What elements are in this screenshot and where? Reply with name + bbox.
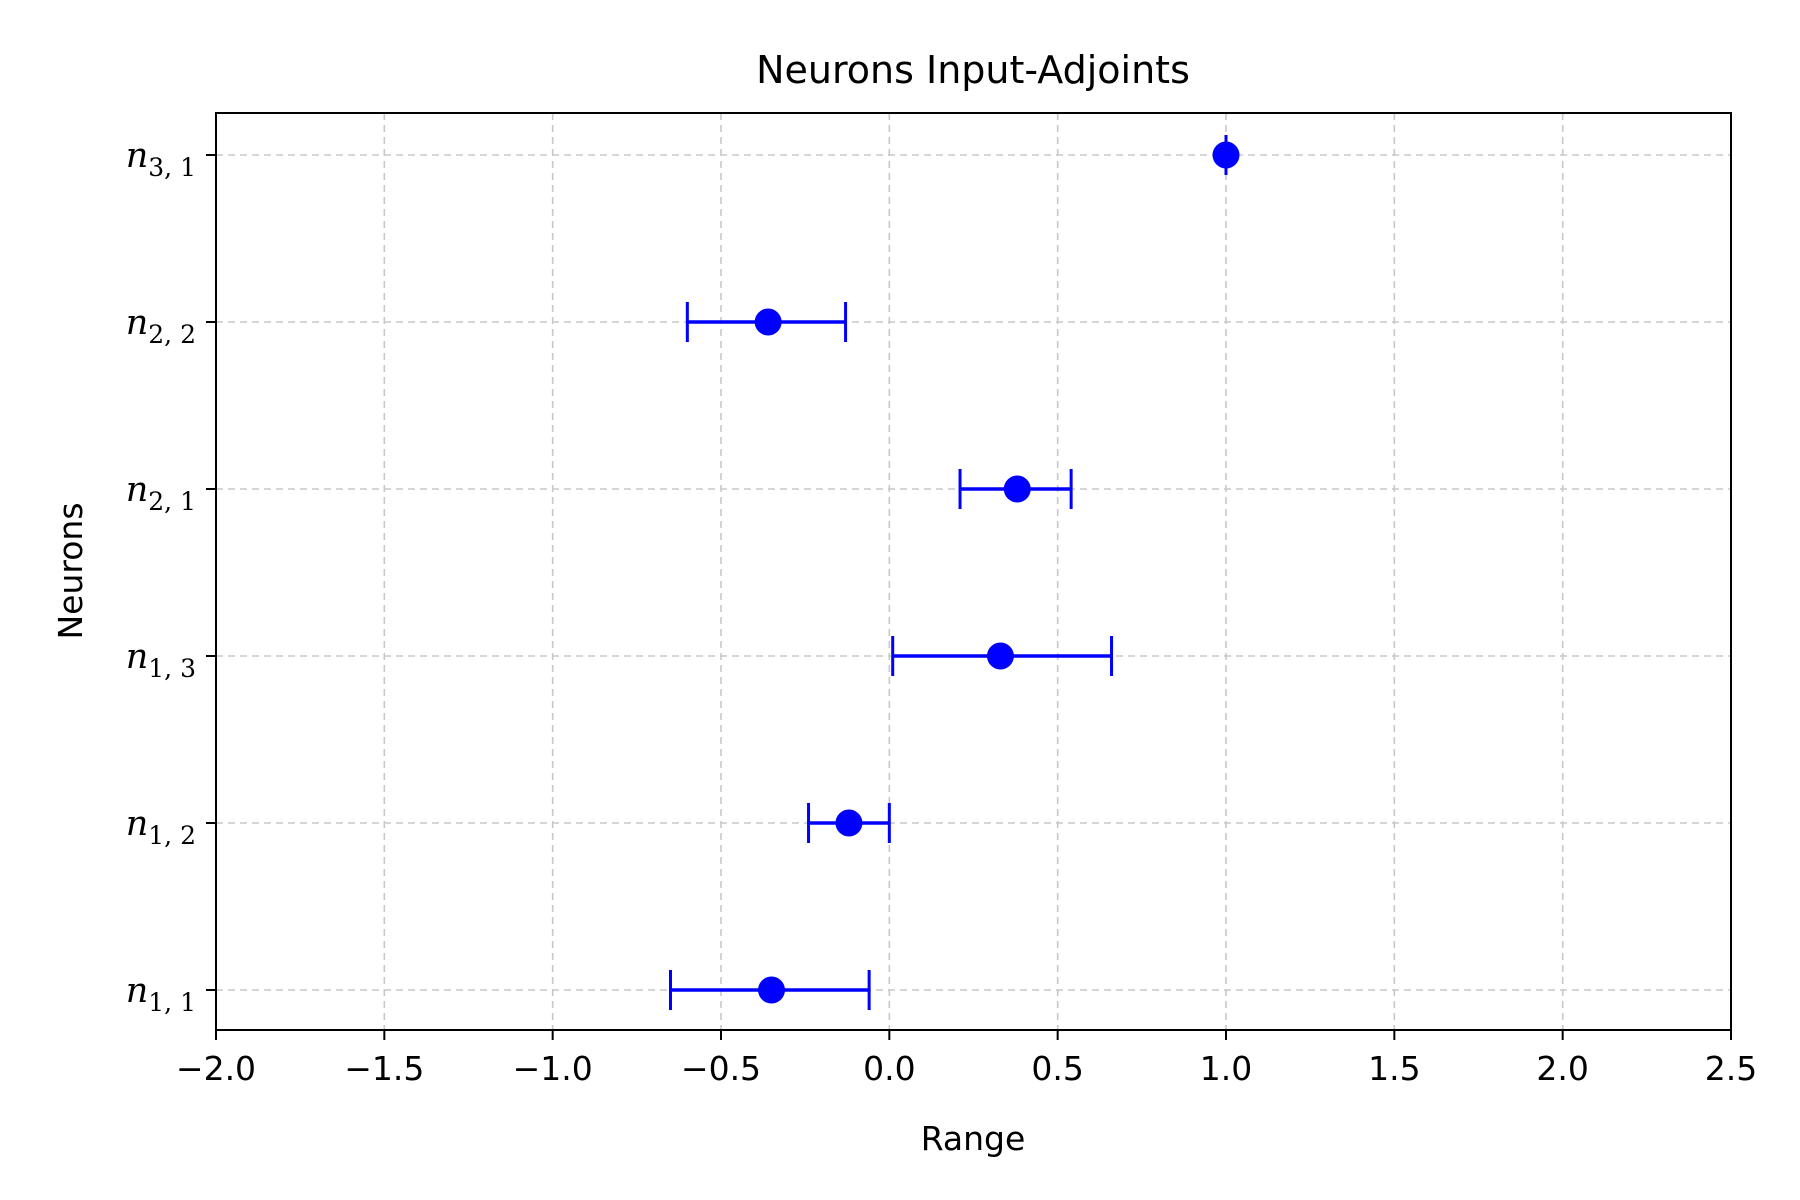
- x-tick-label: 0.0: [863, 1049, 915, 1088]
- x-tick-label: −1.0: [513, 1049, 593, 1088]
- data-point: [986, 642, 1014, 670]
- neuron-symbol: n: [126, 971, 149, 1011]
- y-tick-label: n1, 3: [126, 637, 196, 683]
- neuron-symbol: n: [126, 303, 149, 343]
- y-tick-label: n1, 2: [126, 804, 196, 850]
- y-tick-label: n2, 2: [126, 303, 196, 349]
- neuron-subscript: 3, 1: [148, 153, 196, 182]
- y-axis-label: Neurons: [51, 502, 90, 639]
- x-tick-label: −0.5: [681, 1049, 761, 1088]
- x-axis: −2.0 −1.5 −1.0 −0.5 0.0 0.5 1.0 1.5 2.0 2.5: [176, 1030, 1757, 1088]
- x-tick-label: 2.5: [1705, 1049, 1757, 1088]
- y-tick-label: n3, 1: [126, 136, 196, 182]
- data-point: [1003, 475, 1031, 503]
- data-marks: [669, 135, 1240, 1010]
- grid: [215, 113, 1732, 1030]
- chart-title: Neurons Input-Adjoints: [756, 48, 1190, 92]
- x-tick-label: −2.0: [176, 1049, 256, 1088]
- neuron-subscript: 1, 1: [148, 988, 196, 1017]
- neuron-symbol: n: [126, 804, 149, 844]
- data-point: [754, 308, 782, 336]
- y-axis: n1, 1n1, 2n1, 3n2, 1n2, 2n3, 1: [126, 136, 216, 1017]
- plot-frame: [215, 112, 1732, 1031]
- data-point: [758, 976, 785, 1004]
- neuron-symbol: n: [126, 136, 149, 176]
- neuron-symbol: n: [126, 637, 149, 677]
- neuron-subscript: 2, 1: [148, 487, 196, 516]
- neuron-subscript: 2, 2: [148, 320, 196, 349]
- x-tick-label: 1.0: [1200, 1049, 1252, 1088]
- neuron-subscript: 1, 3: [148, 654, 196, 683]
- data-point: [835, 809, 863, 837]
- y-tick-label: n1, 1: [126, 971, 196, 1017]
- neuron-subscript: 1, 2: [148, 821, 196, 850]
- x-axis-label: Range: [921, 1119, 1026, 1158]
- neuron-symbol: n: [126, 470, 149, 510]
- data-point: [1212, 141, 1240, 169]
- x-tick-label: 2.0: [1536, 1049, 1588, 1088]
- x-tick-label: −1.5: [344, 1049, 424, 1088]
- y-tick-label: n2, 1: [126, 470, 196, 516]
- x-tick-label: 1.5: [1368, 1049, 1420, 1088]
- x-tick-label: 0.5: [1031, 1049, 1083, 1088]
